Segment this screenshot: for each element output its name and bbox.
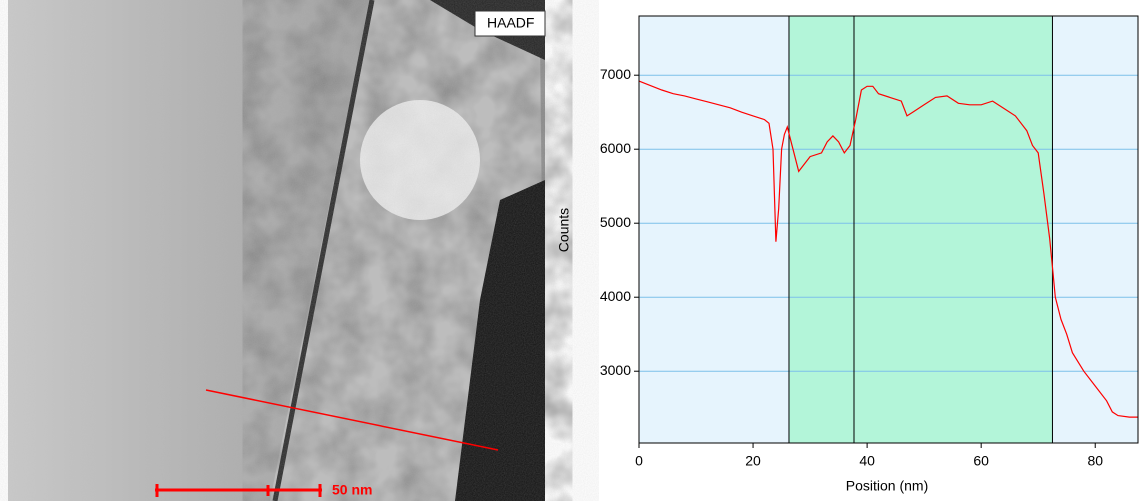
x-tick-label: 20 bbox=[745, 453, 761, 469]
x-tick-label: 80 bbox=[1087, 453, 1103, 469]
x-tick-label: 60 bbox=[973, 453, 989, 469]
x-tick-label: 0 bbox=[635, 453, 643, 469]
y-tick-label: 6000 bbox=[600, 140, 631, 156]
micrograph: 50 nm HAADF bbox=[8, 0, 545, 501]
x-tick-label: 40 bbox=[859, 453, 875, 469]
screen: 50 nm HAADF Counts Position (nm) 3000400… bbox=[0, 0, 1148, 501]
y-tick-label: 3000 bbox=[600, 362, 631, 378]
x-axis-label: Position (nm) bbox=[846, 478, 928, 494]
y-tick-label: 5000 bbox=[600, 214, 631, 230]
y-tick-label: 7000 bbox=[600, 66, 631, 82]
image-label: HAADF bbox=[487, 15, 534, 31]
y-tick-label: 4000 bbox=[600, 288, 631, 304]
highlight-region bbox=[789, 16, 1052, 443]
chart: Counts Position (nm) 3000 4000 5000 6000 700… bbox=[556, 16, 1138, 494]
scale-bar-label: 50 nm bbox=[332, 482, 372, 498]
y-axis-label: Counts bbox=[556, 208, 572, 252]
